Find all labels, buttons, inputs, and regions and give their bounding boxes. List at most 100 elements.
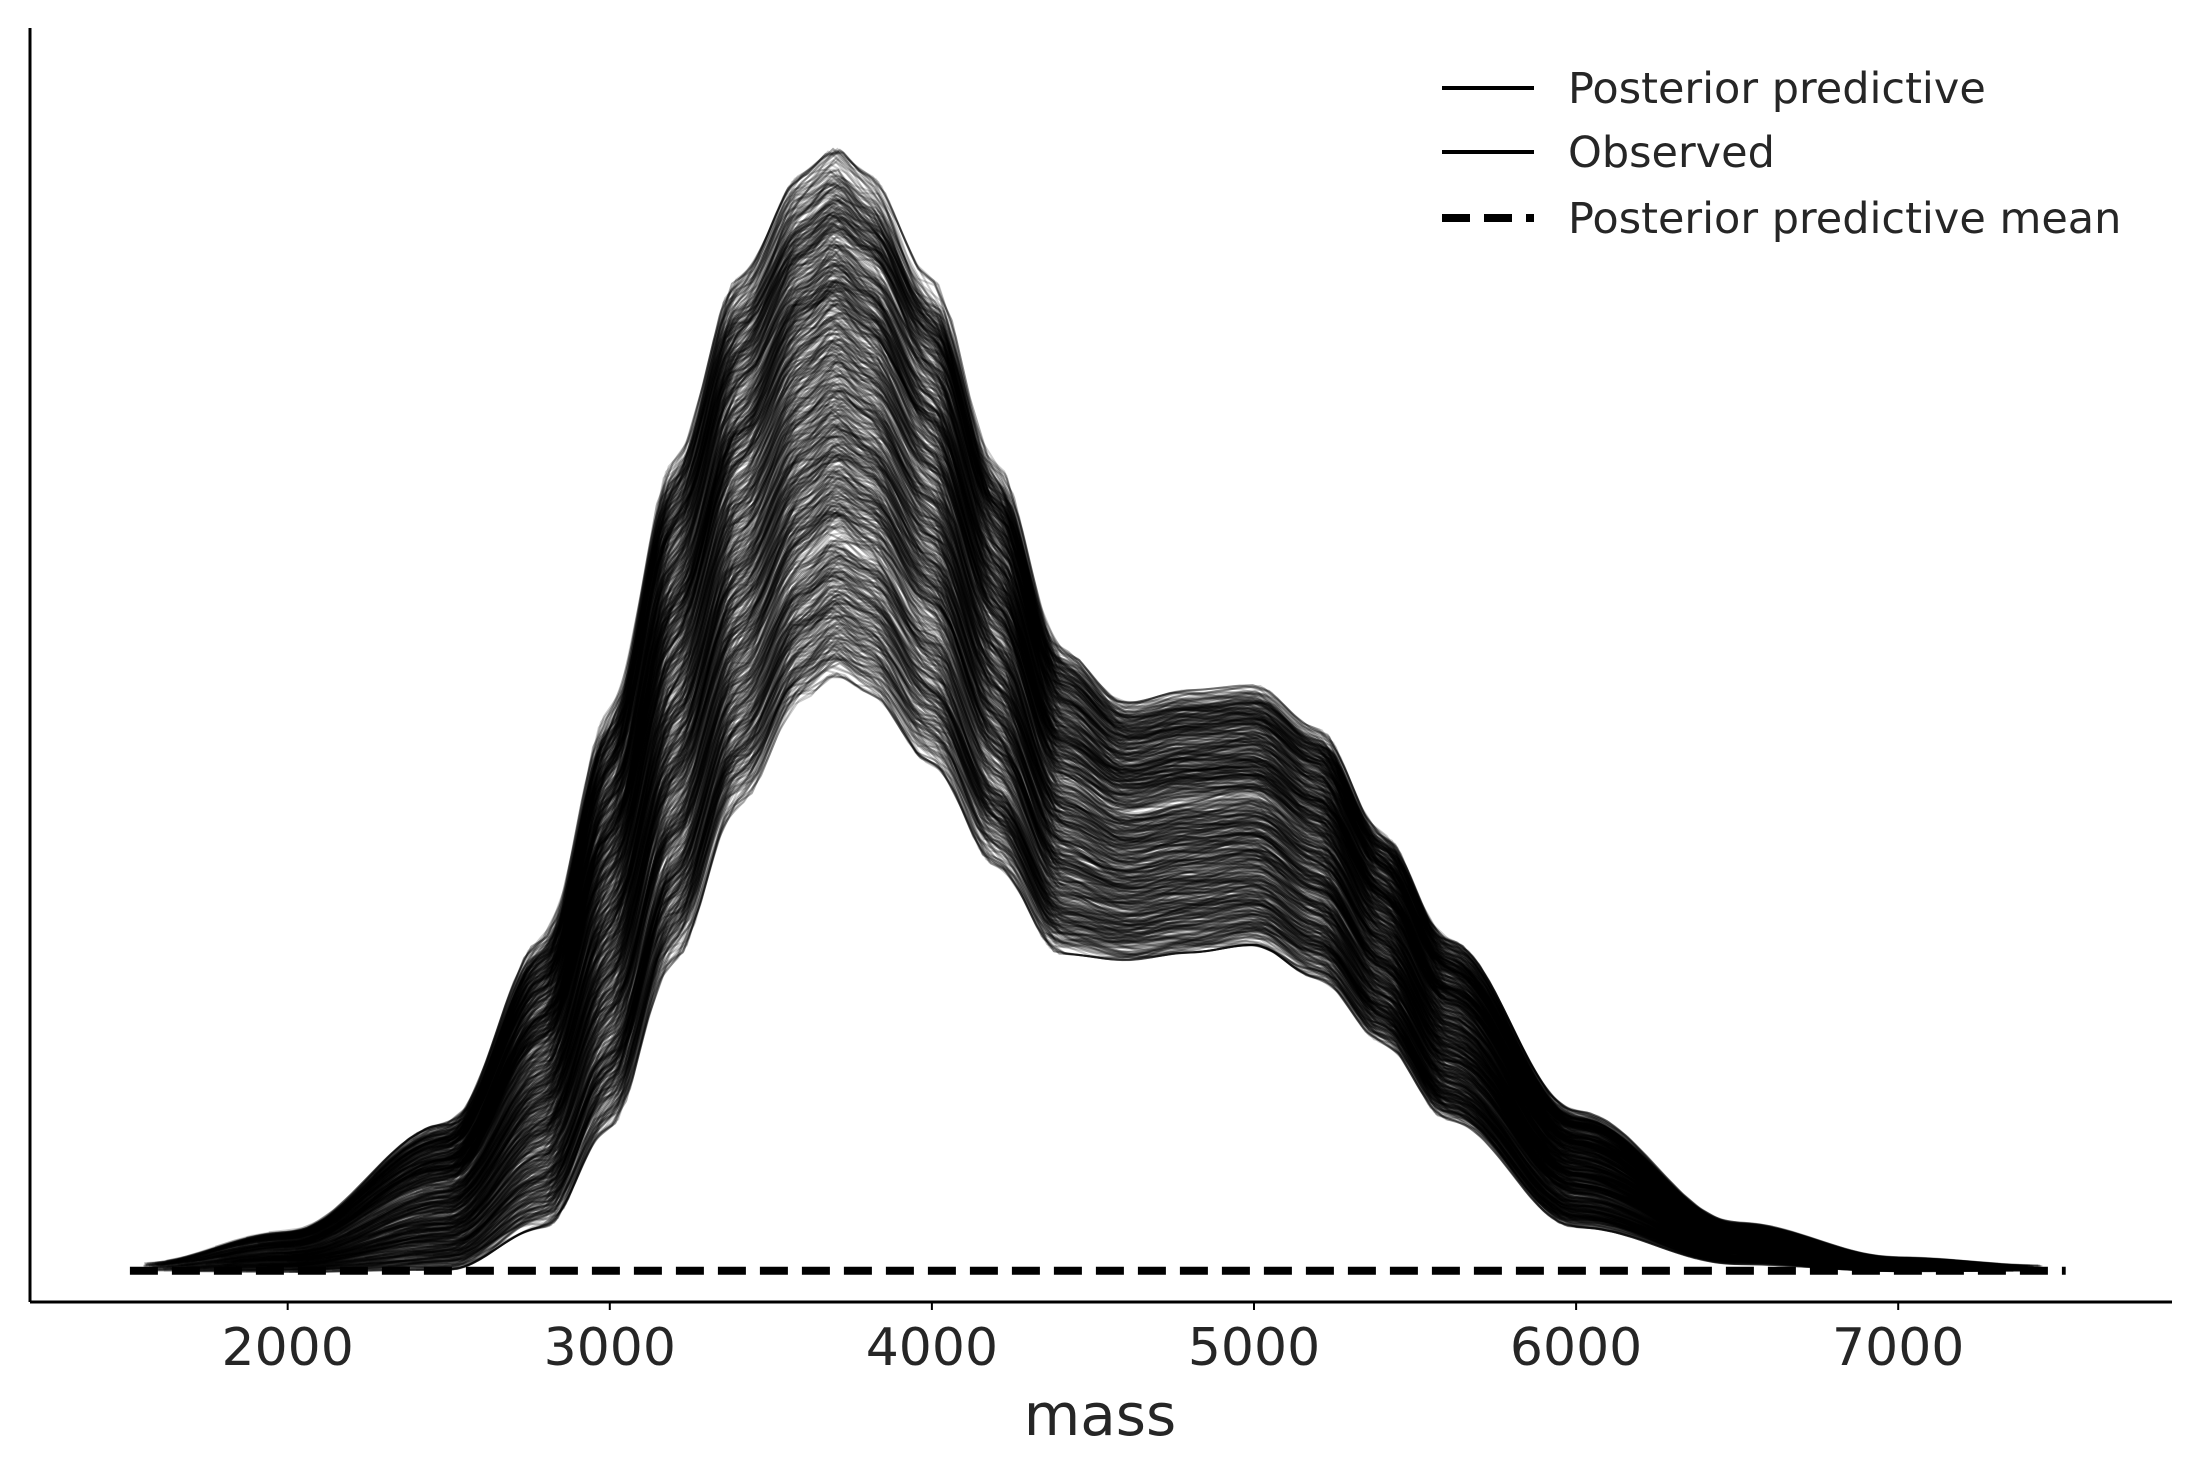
posterior-predictive-curve — [360, 626, 1764, 1269]
posterior-predictive-curve — [222, 512, 1775, 1266]
posterior-predictive-curve — [413, 589, 1778, 1261]
posterior-predictive-curve — [338, 556, 2043, 1271]
posterior-predictive-curve — [357, 552, 1878, 1269]
posterior-predictive-curve — [295, 224, 1973, 1264]
posterior-predictive-curve — [377, 434, 1914, 1266]
posterior-predictive-curve — [288, 504, 1759, 1265]
posterior-predictive-curve — [309, 310, 2025, 1268]
posterior-predictive-curve — [156, 373, 1978, 1267]
posterior-predictive-curve — [218, 275, 1703, 1253]
posterior-predictive-curve — [375, 510, 1732, 1256]
posterior-predictive-curve — [144, 401, 1891, 1268]
posterior-predictive-curve — [216, 256, 1742, 1251]
posterior-predictive-curve — [163, 289, 1947, 1265]
posterior-predictive-curve — [383, 502, 1971, 1270]
posterior-predictive-curve — [461, 313, 1766, 1238]
posterior-predictive-curve — [425, 573, 1690, 1241]
posterior-predictive-curve — [176, 383, 1853, 1266]
posterior-predictive-curve — [419, 525, 1943, 1270]
posterior-predictive-curve — [209, 252, 1909, 1263]
posterior-predictive-curve — [223, 525, 1734, 1267]
posterior-predictive-curve — [349, 210, 2033, 1267]
posterior-predictive-curve — [416, 589, 2027, 1271]
posterior-predictive-curve — [384, 470, 1714, 1250]
posterior-predictive-curve — [343, 412, 1936, 1266]
posterior-predictive-curve — [143, 328, 1861, 1267]
posterior-predictive-curve — [354, 223, 1763, 1237]
posterior-predictive-curve — [413, 634, 2037, 1273]
posterior-predictive-curve — [457, 396, 1832, 1257]
posterior-predictive-curve — [152, 455, 1858, 1269]
posterior-predictive-curve — [345, 307, 1736, 1236]
posterior-predictive-curve — [415, 198, 1814, 1243]
posterior-predictive-curve — [437, 414, 2012, 1269]
posterior-predictive-curve — [209, 487, 1968, 1270]
posterior-predictive-curve — [388, 203, 1964, 1265]
posterior-predictive-curve — [308, 259, 1722, 1238]
posterior-predictive-curve — [310, 658, 2014, 1273]
posterior-predictive-curve — [186, 418, 1805, 1265]
posterior-predictive-curve — [227, 574, 1867, 1269]
posterior-predictive-curve — [433, 408, 1836, 1258]
posterior-predictive-curve — [460, 213, 2041, 1267]
posterior-predictive-curve — [396, 199, 1718, 1221]
posterior-predictive-curve — [166, 150, 1971, 1263]
posterior-predictive-curve — [334, 292, 1822, 1250]
posterior-predictive-curve — [376, 521, 1746, 1253]
posterior-predictive-curve — [373, 161, 1762, 1228]
posterior-predictive-curve — [460, 225, 2011, 1267]
posterior-predictive-curve — [276, 610, 1910, 1273]
posterior-predictive-curve — [406, 373, 1913, 1263]
posterior-predictive-curve — [282, 205, 1941, 1262]
posterior-predictive-curve — [417, 550, 1921, 1270]
posterior-predictive-curve — [162, 337, 1815, 1266]
posterior-predictive-curve — [181, 586, 2000, 1271]
posterior-predictive-curve — [412, 199, 1946, 1262]
posterior-predictive-curve — [350, 311, 1882, 1260]
posterior-predictive-curve — [378, 250, 2022, 1267]
posterior-predictive-curve — [281, 455, 1753, 1259]
posterior-predictive-curve — [411, 169, 1875, 1258]
posterior-predictive-curve — [283, 405, 1915, 1265]
posterior-predictive-curve — [293, 515, 1857, 1266]
posterior-predictive-curve — [258, 557, 1825, 1266]
posterior-predictive-curve — [422, 492, 2015, 1270]
posterior-predictive-curve — [345, 395, 1807, 1253]
posterior-predictive-curve — [375, 217, 1927, 1260]
posterior-predictive-curve — [144, 170, 1962, 1265]
posterior-predictive-curve — [231, 625, 1701, 1269]
posterior-predictive-curve — [275, 429, 1816, 1255]
posterior-predictive-curve — [205, 153, 1863, 1257]
posterior-predictive-curve — [260, 437, 1796, 1254]
posterior-predictive-curve — [168, 279, 1816, 1264]
posterior-predictive-curve — [203, 227, 1850, 1255]
posterior-predictive-curve — [182, 544, 1750, 1270]
posterior-predictive-curve — [376, 389, 1922, 1264]
posterior-predictive-curve — [318, 283, 1927, 1262]
posterior-predictive-curve — [446, 427, 1891, 1267]
posterior-predictive-curve — [224, 406, 2041, 1269]
posterior-predictive-curve — [387, 159, 1931, 1261]
posterior-predictive-curve — [245, 676, 1933, 1273]
posterior-predictive-curve — [327, 507, 1698, 1258]
posterior-predictive-curve — [184, 469, 1914, 1267]
posterior-predictive-curve — [436, 205, 1754, 1230]
posterior-predictive-curve — [436, 507, 2029, 1271]
posterior-predictive-curve — [280, 414, 1753, 1259]
posterior-predictive-curve — [263, 224, 1726, 1239]
posterior-predictive-curve — [449, 458, 1880, 1266]
posterior-predictive-curve — [356, 389, 1903, 1266]
posterior-predictive-curve — [388, 287, 1745, 1235]
posterior-predictive-curve — [168, 332, 1842, 1265]
posterior-predictive-curve — [265, 219, 1874, 1259]
posterior-predictive-curve — [436, 229, 1916, 1261]
posterior-predictive-curve — [450, 386, 1759, 1243]
x-axis-label: mass — [1024, 1381, 1176, 1449]
posterior-predictive-curve — [303, 454, 1956, 1268]
posterior-predictive-curve — [158, 592, 1922, 1271]
posterior-predictive-curve — [374, 204, 1797, 1241]
posterior-predictive-curve — [152, 446, 1704, 1269]
posterior-predictive-curve — [210, 184, 1870, 1257]
posterior-predictive-curve — [198, 425, 2035, 1269]
posterior-predictive-curve — [217, 369, 1970, 1267]
